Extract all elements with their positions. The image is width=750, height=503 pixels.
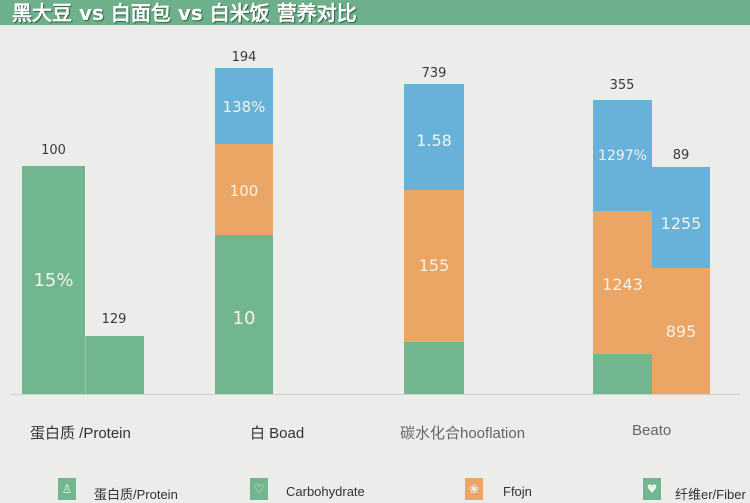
bread-icon: ❀	[465, 478, 483, 500]
person-icon: ♙	[58, 478, 76, 500]
category-label: 白 Boad	[250, 425, 305, 442]
segment-label: 1243	[602, 275, 643, 294]
bar-segment-carb	[652, 268, 710, 394]
bar-segment-protein	[593, 354, 652, 394]
bar-total-label: 129	[101, 312, 127, 327]
legend-label: Ffojn	[503, 484, 532, 499]
apple-icon: ♡	[250, 478, 268, 500]
category-label: 蛋白质 /Protein	[30, 425, 131, 442]
x-axis-baseline	[10, 394, 740, 395]
bar-total-label: 100	[41, 143, 66, 158]
bar-total-label: 355	[609, 78, 635, 93]
legend-label: 纤维er/Fiber	[675, 487, 746, 502]
bar-segment-fiber	[652, 167, 710, 268]
bar-segment-fiber	[404, 84, 464, 190]
chart-title: 黑大豆 vs 白面包 vs 白米饭 营养对比	[12, 1, 357, 25]
bar-segment-protein	[85, 336, 144, 394]
legend-label: 蛋白质/Protein	[94, 487, 178, 502]
bar-segment-carb	[215, 144, 273, 235]
segment-label: 895	[665, 322, 697, 341]
heart-icon: ♥	[643, 478, 661, 500]
bar-segment-protein	[215, 235, 273, 394]
bar-total-label: 194	[231, 50, 257, 65]
category-label: 碳水化合hooflation	[400, 425, 526, 442]
segment-label: 10	[232, 308, 256, 329]
segment-label: 1255	[660, 214, 702, 233]
bar-segment-carb	[404, 190, 464, 342]
bar-segment-fiber	[593, 100, 652, 211]
segment-label: 15%	[33, 270, 74, 291]
legend-label: Carbohydrate	[286, 484, 365, 499]
bar-total-label: 89	[672, 148, 690, 163]
category-label: Beato	[632, 422, 672, 439]
segment-label: 155	[418, 256, 450, 275]
bar-total-label: 739	[421, 66, 447, 81]
bar-segment-protein	[404, 342, 464, 394]
bar-segment-carb	[593, 211, 652, 354]
segment-label: 100	[229, 182, 259, 200]
segment-label: 1297%	[598, 148, 647, 164]
bar-segment-protein	[22, 166, 85, 394]
segment-label: 1.58	[416, 131, 452, 150]
title-bar: 黑大豆 vs 白面包 vs 白米饭 营养对比	[0, 0, 750, 26]
segment-label: 138%	[222, 98, 266, 116]
bar-segment-fiber	[215, 68, 273, 144]
